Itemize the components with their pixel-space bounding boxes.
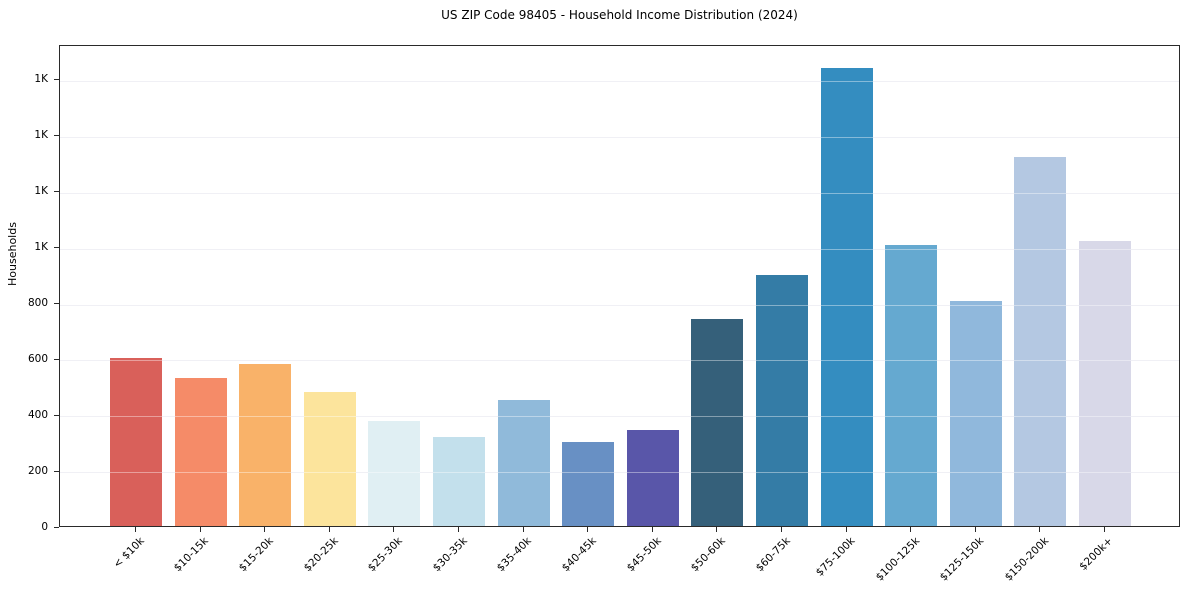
- y-tick-label: 400: [27, 408, 48, 421]
- bar: [885, 245, 938, 526]
- x-tick-mark: [651, 527, 653, 532]
- y-tick-mark: [54, 358, 59, 360]
- bar: [174, 377, 227, 526]
- bar: [756, 274, 808, 526]
- x-tick-mark: [845, 527, 847, 532]
- gridline: [60, 136, 1179, 138]
- y-tick-label: 1K: [34, 129, 48, 142]
- chart-title: US ZIP Code 98405 - Household Income Dis…: [441, 8, 798, 22]
- x-tick-mark: [1039, 527, 1041, 532]
- y-tick-label: 600: [27, 352, 48, 365]
- y-tick-mark: [54, 191, 59, 193]
- gridline: [60, 416, 1179, 418]
- x-tick-mark: [264, 527, 266, 532]
- bar: [1079, 241, 1131, 526]
- bars-layer: [60, 46, 1179, 526]
- gridline: [60, 416, 1179, 418]
- gridline: [60, 248, 1179, 250]
- gridline: [60, 304, 1179, 306]
- y-tick-mark: [54, 414, 59, 416]
- bar: [949, 301, 1002, 526]
- x-tick-mark: [716, 527, 718, 532]
- gridline: [60, 136, 1179, 138]
- y-tick-label: 1K: [34, 73, 48, 86]
- gridline: [60, 472, 1179, 474]
- x-tick-mark: [781, 527, 782, 532]
- y-tick-mark: [54, 79, 59, 81]
- bar: [626, 429, 679, 526]
- x-tick-mark: [393, 527, 395, 532]
- x-tick-mark: [199, 527, 201, 532]
- bar: [239, 363, 292, 526]
- gridlines-under: [60, 46, 1179, 526]
- x-tick-mark: [522, 527, 524, 532]
- x-tick-mark: [974, 527, 976, 532]
- gridline: [60, 192, 1179, 194]
- y-tick-label: 800: [27, 297, 48, 309]
- x-tick-mark: [458, 527, 459, 532]
- x-tick-mark: [910, 527, 912, 532]
- x-tick-mark: [328, 527, 330, 532]
- y-tick-mark: [54, 135, 59, 137]
- bar: [562, 442, 615, 526]
- x-tick-mark: [587, 527, 589, 532]
- y-tick-label: 0: [41, 520, 48, 533]
- y-tick-mark: [54, 526, 59, 528]
- bar: [1014, 157, 1067, 526]
- gridline: [60, 248, 1179, 250]
- x-tick-mark: [1104, 527, 1105, 532]
- y-tick-label: 1K: [34, 185, 48, 198]
- bar: [368, 421, 421, 526]
- gridline: [60, 192, 1179, 194]
- y-tick-mark: [54, 247, 59, 249]
- y-tick-label: 1K: [34, 241, 48, 254]
- bar: [433, 436, 485, 526]
- y-tick-mark: [54, 470, 59, 472]
- gridline: [60, 80, 1179, 82]
- y-tick-mark: [54, 303, 59, 304]
- gridlines-over: [60, 46, 1179, 526]
- gridline: [60, 360, 1179, 362]
- bar: [303, 391, 356, 526]
- plot-area: [59, 45, 1180, 527]
- gridline: [60, 472, 1179, 474]
- y-tick-label: 200: [27, 464, 48, 477]
- gridline: [60, 304, 1179, 306]
- gridline: [60, 80, 1179, 82]
- gridline: [60, 360, 1179, 362]
- bar: [820, 67, 873, 526]
- x-tick-mark: [135, 527, 136, 532]
- bar: [497, 400, 550, 526]
- bar: [110, 358, 162, 526]
- bar: [691, 319, 744, 526]
